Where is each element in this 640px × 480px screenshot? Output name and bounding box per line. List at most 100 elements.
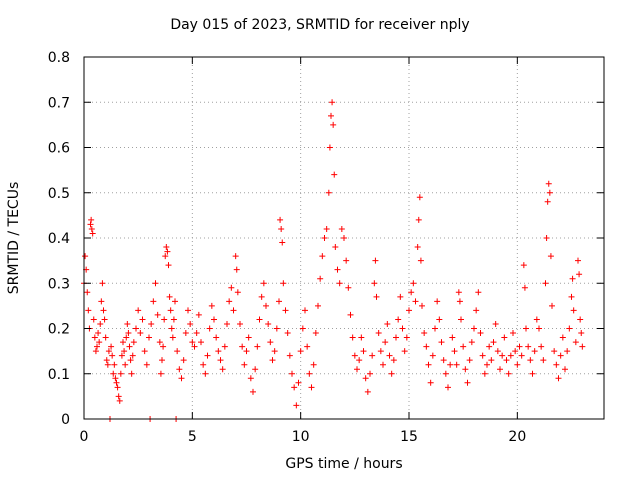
data-point <box>399 325 406 332</box>
data-point <box>464 379 471 386</box>
data-point <box>180 357 187 364</box>
data-point <box>503 357 510 364</box>
data-point <box>250 388 256 395</box>
data-point <box>410 280 417 287</box>
data-point <box>505 370 512 377</box>
data-point <box>538 343 545 350</box>
data-point <box>542 280 549 287</box>
data-point <box>159 357 165 364</box>
data-point <box>525 343 532 350</box>
data-point <box>85 307 92 314</box>
y-tick-label: 0.2 <box>48 322 70 338</box>
data-point <box>146 334 152 341</box>
data-point <box>232 253 239 260</box>
data-point <box>419 302 425 309</box>
data-point <box>432 325 438 332</box>
y-tick-label: 0.6 <box>48 141 70 157</box>
data-point <box>213 334 220 341</box>
data-point <box>527 357 534 364</box>
data-point <box>345 284 352 291</box>
data-point <box>120 339 126 346</box>
data-point <box>241 361 248 368</box>
data-point <box>329 99 336 106</box>
data-point <box>406 307 412 314</box>
data-point <box>416 194 423 201</box>
data-point <box>494 348 501 355</box>
data-point <box>139 316 146 323</box>
data-point <box>263 302 269 309</box>
data-point <box>543 235 550 241</box>
data-point <box>88 216 95 223</box>
data-point <box>401 348 408 355</box>
data-point <box>127 357 134 364</box>
data-point <box>289 370 295 377</box>
data-point <box>198 339 204 346</box>
data-point <box>224 320 230 327</box>
data-point <box>302 307 308 314</box>
data-point <box>247 375 254 382</box>
data-point <box>466 357 473 364</box>
data-point <box>576 271 583 278</box>
data-point <box>570 307 577 314</box>
data-point <box>160 343 167 350</box>
data-point <box>499 352 506 359</box>
data-point <box>579 343 586 350</box>
data-point <box>115 393 122 400</box>
y-tick-label: 0.1 <box>48 367 70 383</box>
data-point <box>423 343 430 350</box>
data-point <box>427 379 434 386</box>
data-point <box>520 262 527 269</box>
data-point <box>267 339 274 346</box>
data-point <box>415 216 422 223</box>
data-point <box>87 221 94 228</box>
data-point <box>497 366 503 373</box>
data-point <box>373 293 380 300</box>
data-point <box>125 330 132 337</box>
data-point <box>129 352 136 359</box>
data-point <box>555 375 562 382</box>
data-point <box>408 289 415 296</box>
data-point <box>490 339 497 346</box>
data-point <box>277 216 284 223</box>
data-point <box>113 379 120 386</box>
data-point <box>479 352 486 359</box>
data-point <box>380 361 386 368</box>
data-point <box>540 357 547 364</box>
data-point <box>170 316 177 323</box>
data-point <box>559 334 566 341</box>
data-point <box>278 225 285 232</box>
data-point <box>321 235 328 241</box>
data-point <box>282 307 289 314</box>
data-point <box>347 311 354 318</box>
data-point <box>104 361 111 368</box>
data-point <box>91 334 98 341</box>
data-point <box>228 284 235 291</box>
data-point <box>349 334 356 341</box>
chart-title: Day 015 of 2023, SRMTID for receiver npl… <box>170 17 470 33</box>
data-point <box>157 370 164 377</box>
grid-lines <box>84 57 604 419</box>
data-point <box>529 370 536 377</box>
data-point <box>566 325 573 332</box>
data-point <box>501 334 508 341</box>
data-point <box>449 334 456 341</box>
data-point <box>310 361 317 368</box>
data-point <box>94 343 100 350</box>
data-point <box>193 330 200 337</box>
data-point <box>343 257 350 264</box>
data-point <box>390 357 397 364</box>
data-point <box>111 361 118 368</box>
data-point <box>152 280 159 287</box>
data-point <box>319 253 326 260</box>
data-point <box>308 384 315 391</box>
data-point <box>276 298 282 305</box>
data-point <box>271 348 278 355</box>
data-point <box>126 343 133 350</box>
data-point <box>206 325 213 332</box>
data-point <box>371 280 378 287</box>
data-point <box>200 361 207 368</box>
data-point <box>393 334 399 341</box>
data-point <box>438 339 445 346</box>
data-point <box>258 293 265 300</box>
data-point <box>165 262 172 269</box>
